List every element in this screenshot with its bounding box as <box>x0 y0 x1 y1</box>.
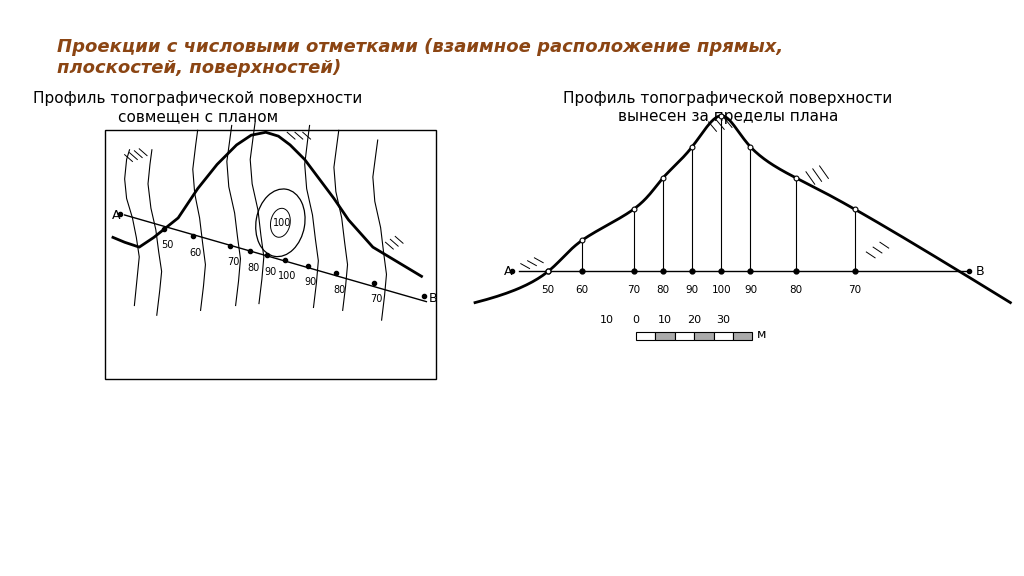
Text: 60: 60 <box>189 248 202 258</box>
Bar <box>714 332 733 340</box>
Text: 70: 70 <box>371 294 383 305</box>
Text: 30: 30 <box>716 315 730 325</box>
Text: A: A <box>504 265 513 278</box>
Text: Профиль топографической поверхности: Профиль топографической поверхности <box>33 92 362 107</box>
Text: 50: 50 <box>161 240 173 251</box>
Text: 80: 80 <box>247 263 259 272</box>
Bar <box>105 130 436 378</box>
Text: м: м <box>758 328 767 341</box>
Text: A: A <box>112 210 121 222</box>
Text: Профиль топографической поверхности: Профиль топографической поверхности <box>563 92 893 107</box>
Text: 100: 100 <box>273 218 292 228</box>
Text: вынесен за пределы плана: вынесен за пределы плана <box>617 109 839 124</box>
Text: 70: 70 <box>226 257 240 267</box>
Text: 100: 100 <box>279 271 297 282</box>
Text: B: B <box>428 292 437 305</box>
Bar <box>694 332 714 340</box>
Text: 80: 80 <box>656 285 670 295</box>
Text: 0: 0 <box>632 315 639 325</box>
Text: 70: 70 <box>848 285 861 295</box>
Bar <box>636 332 655 340</box>
Text: совмещен с планом: совмещен с планом <box>118 109 278 124</box>
Text: 50: 50 <box>542 285 555 295</box>
Bar <box>733 332 753 340</box>
Text: 90: 90 <box>743 285 757 295</box>
Text: 60: 60 <box>575 285 589 295</box>
Bar <box>675 332 694 340</box>
Text: B: B <box>975 265 984 278</box>
Text: 80: 80 <box>790 285 803 295</box>
Text: 10: 10 <box>657 315 672 325</box>
Text: 70: 70 <box>627 285 640 295</box>
Bar <box>655 332 675 340</box>
Text: Проекции с числовыми отметками (взаимное расположение прямых,
плоскостей, поверх: Проекции с числовыми отметками (взаимное… <box>56 38 782 77</box>
Text: 100: 100 <box>712 285 731 295</box>
Text: 90: 90 <box>304 278 316 287</box>
Text: 20: 20 <box>687 315 701 325</box>
Text: 10: 10 <box>599 315 613 325</box>
Text: 90: 90 <box>685 285 698 295</box>
Text: 80: 80 <box>333 285 345 295</box>
Text: 90: 90 <box>264 267 276 277</box>
